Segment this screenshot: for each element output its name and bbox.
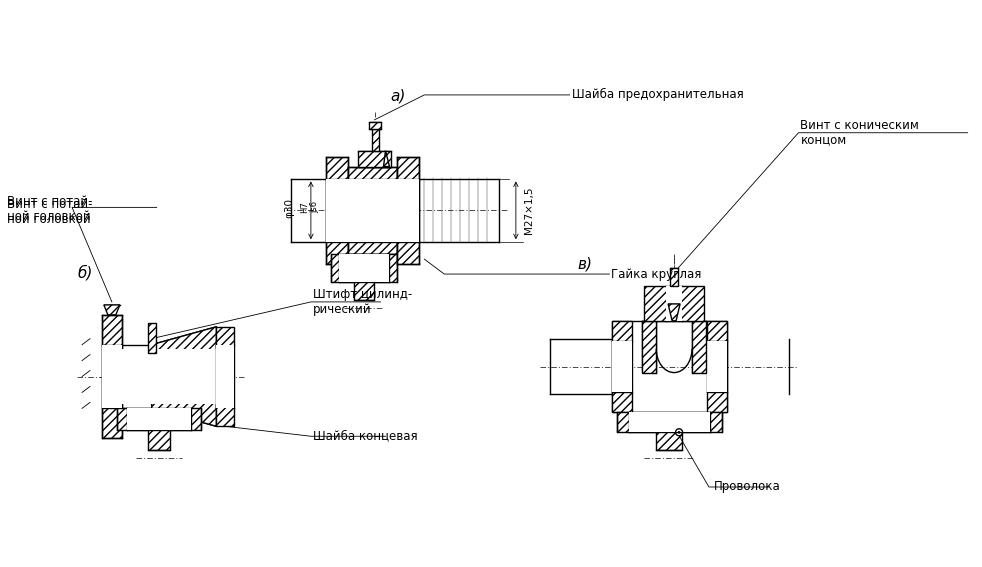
Bar bbox=[127, 408, 191, 430]
Polygon shape bbox=[668, 304, 681, 321]
Bar bbox=[348, 179, 398, 242]
Bar bbox=[666, 286, 682, 321]
Polygon shape bbox=[104, 305, 120, 315]
Bar bbox=[707, 321, 727, 412]
Bar bbox=[670, 268, 679, 286]
Bar bbox=[642, 321, 656, 373]
Text: Шайба предохранительная: Шайба предохранительная bbox=[572, 88, 743, 101]
Bar bbox=[398, 179, 419, 242]
Text: Винт с потай-
ной головкой: Винт с потай- ной головкой bbox=[8, 198, 93, 226]
Bar bbox=[629, 412, 710, 432]
Polygon shape bbox=[384, 151, 390, 167]
Text: в): в) bbox=[577, 256, 592, 271]
Text: Гайка круглая: Гайка круглая bbox=[612, 268, 702, 281]
Text: Винт с потай-
ной головкой: Винт с потай- ной головкой bbox=[8, 196, 93, 223]
Text: H7
js6: H7 js6 bbox=[300, 201, 319, 213]
Polygon shape bbox=[151, 327, 216, 426]
Bar bbox=[117, 408, 201, 430]
Bar bbox=[644, 286, 704, 321]
Bar bbox=[371, 129, 378, 151]
Text: Штифт цилинд-
рический: Штифт цилинд- рический bbox=[313, 288, 412, 316]
Bar bbox=[398, 156, 419, 264]
Bar bbox=[326, 156, 348, 264]
Text: Винт с коническим
концом: Винт с коническим концом bbox=[800, 119, 919, 147]
Circle shape bbox=[679, 431, 681, 433]
Text: φ30: φ30 bbox=[284, 198, 294, 218]
Bar bbox=[339, 254, 390, 282]
Bar bbox=[216, 345, 235, 408]
Bar bbox=[354, 282, 373, 300]
Bar bbox=[102, 315, 122, 438]
Text: а): а) bbox=[391, 89, 406, 104]
Bar bbox=[613, 341, 632, 392]
Bar bbox=[613, 321, 632, 412]
Bar bbox=[618, 412, 722, 432]
Bar bbox=[692, 321, 706, 373]
Bar bbox=[147, 430, 170, 450]
Bar bbox=[326, 179, 348, 242]
Bar bbox=[348, 167, 398, 254]
Bar bbox=[147, 323, 156, 353]
Text: Проволока: Проволока bbox=[714, 480, 781, 493]
Bar bbox=[613, 321, 727, 412]
Bar bbox=[357, 151, 392, 167]
Bar bbox=[102, 345, 122, 408]
Bar bbox=[122, 349, 216, 404]
Bar bbox=[331, 254, 398, 282]
Bar bbox=[216, 327, 235, 426]
Text: M27×1,5: M27×1,5 bbox=[523, 187, 534, 234]
Bar bbox=[656, 432, 682, 450]
Bar bbox=[707, 341, 727, 392]
Text: Шайба концевая: Шайба концевая bbox=[313, 430, 417, 443]
Text: б): б) bbox=[77, 264, 92, 280]
Bar bbox=[368, 122, 381, 129]
